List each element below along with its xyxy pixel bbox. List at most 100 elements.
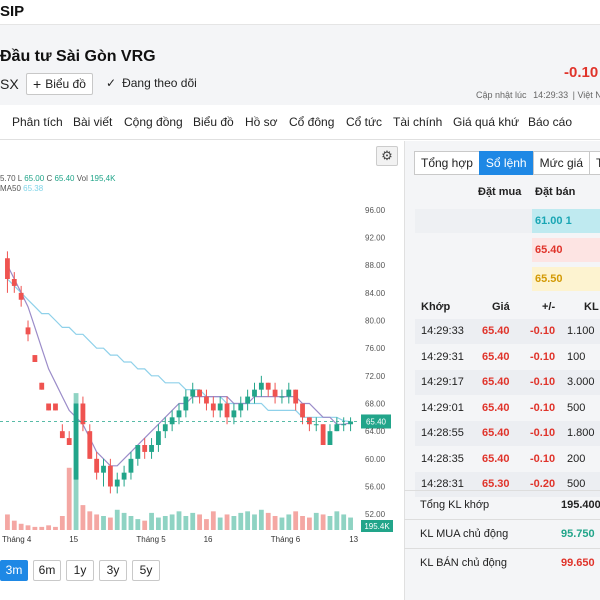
- trade-change: -0.10: [530, 427, 556, 439]
- candle-body: [245, 396, 251, 404]
- trade-row: 14:29:31 65.40 -0.10 100: [415, 344, 600, 370]
- tab-th[interactable]: Th: [589, 151, 600, 175]
- candle-body: [217, 403, 223, 411]
- range-5y[interactable]: 5y: [132, 560, 160, 581]
- candle-body: [300, 403, 305, 418]
- trade-row: 14:28:55 65.40 -0.10 1.800: [415, 421, 600, 446]
- follow-label: Đang theo dõi: [122, 76, 197, 90]
- trade-change: -0.10: [530, 350, 556, 363]
- range-3y[interactable]: 3y: [99, 560, 127, 581]
- top-bar: SIP: [0, 0, 600, 25]
- volume-bar: [101, 516, 106, 530]
- range-1y[interactable]: 1y: [66, 560, 94, 581]
- range-6m[interactable]: 6m: [33, 560, 61, 581]
- orderbook-price: 65.40: [532, 238, 600, 262]
- tab-ho-so[interactable]: Hồ sơ: [245, 115, 278, 129]
- y-tick-label: 80.00: [365, 317, 386, 326]
- ma-slow-line: [6, 278, 351, 423]
- tab-co-tuc[interactable]: Cổ tức: [346, 115, 383, 129]
- candle-body: [114, 479, 120, 487]
- candle-body: [341, 424, 347, 426]
- ma-legend: MA50 65.38: [0, 184, 43, 193]
- tab-bai-viet[interactable]: Bài viết: [73, 115, 113, 129]
- side-tabs: Tổng hợp Sổ lệnh Mức giá Th: [414, 151, 600, 175]
- trade-volume: 500: [567, 478, 586, 490]
- candle-body: [87, 431, 93, 459]
- candle-body: [156, 431, 161, 445]
- volume-bar: [293, 511, 299, 530]
- summary-value: 95.750: [561, 528, 595, 540]
- trade-volume: 3.000: [567, 376, 595, 388]
- x-tick-label: Tháng 4: [2, 535, 32, 544]
- chart-button[interactable]: + Biểu đồ: [26, 73, 93, 95]
- tab-phan-tich[interactable]: Phân tích: [12, 115, 63, 129]
- candle-body: [32, 355, 38, 362]
- ohlc-legend: 5.70 L 65.00 C 65.40 Vol 195,4K: [0, 174, 115, 183]
- volume-bar: [25, 525, 31, 530]
- tab-bao-cao[interactable]: Báo cáo: [528, 115, 573, 129]
- candle-body: [286, 389, 292, 397]
- candle-body: [73, 403, 79, 480]
- gear-icon[interactable]: ⚙: [376, 146, 398, 166]
- candle-body: [149, 445, 154, 452]
- volume-bar: [87, 511, 93, 530]
- range-3m[interactable]: 3m: [0, 560, 28, 581]
- y-tick-label: 88.00: [365, 261, 386, 270]
- price-chart[interactable]: 65.40 96.00 92.00 88.00 84.00 80.00 76.00 72.00…: [0, 190, 402, 548]
- x-tick-label: Tháng 5: [136, 535, 166, 544]
- volume-bar: [32, 526, 38, 530]
- orderbook-price: 65.50: [532, 267, 600, 291]
- plus-icon: +: [33, 76, 42, 92]
- candle-body: [190, 389, 196, 397]
- trade-volume: 500: [567, 401, 586, 414]
- candle-body: [183, 396, 189, 411]
- ohlc-vol: 195,4K: [90, 174, 116, 183]
- follow-toggle[interactable]: ✓ Đang theo dõi: [106, 76, 197, 90]
- volume-bar: [46, 525, 52, 530]
- volume-bar: [156, 517, 161, 530]
- x-tick-label: 16: [204, 535, 213, 544]
- trade-change: -0.10: [530, 452, 556, 465]
- volume-bar: [197, 514, 202, 530]
- trade-price: 65.40: [482, 401, 510, 414]
- trade-time: 14:29:17: [421, 376, 464, 388]
- orderbook-buy-header: Đặt mua: [478, 186, 522, 198]
- volume-bar: [210, 511, 216, 530]
- tab-so-lenh[interactable]: Sổ lệnh: [478, 151, 534, 175]
- trade-price: 65.40: [482, 427, 510, 439]
- tab-muc-gia[interactable]: Mức giá: [532, 151, 590, 175]
- volume-bar: [313, 512, 319, 530]
- volume-bar: [245, 511, 251, 530]
- y-tick-label: 72.00: [365, 372, 386, 381]
- tab-tong-hop[interactable]: Tổng hợp: [414, 151, 480, 175]
- volume-bar: [224, 514, 230, 530]
- volume-bar: [176, 511, 182, 530]
- tab-bieu-do[interactable]: Biểu đồ: [193, 115, 234, 129]
- tab-tai-chinh[interactable]: Tài chính: [393, 115, 443, 129]
- volume-bar: [231, 516, 237, 530]
- candle-body: [231, 410, 237, 418]
- candle-body: [176, 410, 182, 418]
- brand-logo[interactable]: SIP: [0, 3, 25, 20]
- x-tick-label: 15: [69, 535, 78, 544]
- last-volume-label: 195.4K: [364, 522, 390, 531]
- summary-label: Tổng KL khớp: [420, 499, 490, 511]
- volume-bar: [149, 512, 154, 530]
- volume-bar: [53, 526, 58, 530]
- candle-body: [46, 403, 52, 411]
- ma-fast-line: [6, 264, 351, 467]
- volume-bar: [279, 517, 285, 530]
- trade-volume: 200: [567, 452, 586, 465]
- candle-body: [197, 389, 202, 397]
- candle-body: [66, 438, 72, 445]
- trade-change: -0.20: [530, 478, 556, 490]
- candle-body: [80, 403, 86, 425]
- volume-bar: [217, 517, 223, 530]
- tab-gia-qua-khu[interactable]: Giá quá khứ: [453, 115, 520, 129]
- candle-body: [313, 424, 319, 426]
- tab-co-dong[interactable]: Cổ đông: [289, 115, 335, 129]
- trade-time: 14:29:01: [421, 401, 464, 414]
- tab-cong-dong[interactable]: Cộng đồng: [124, 115, 183, 129]
- x-tick-label: 13: [349, 535, 358, 544]
- candle-body: [39, 382, 45, 390]
